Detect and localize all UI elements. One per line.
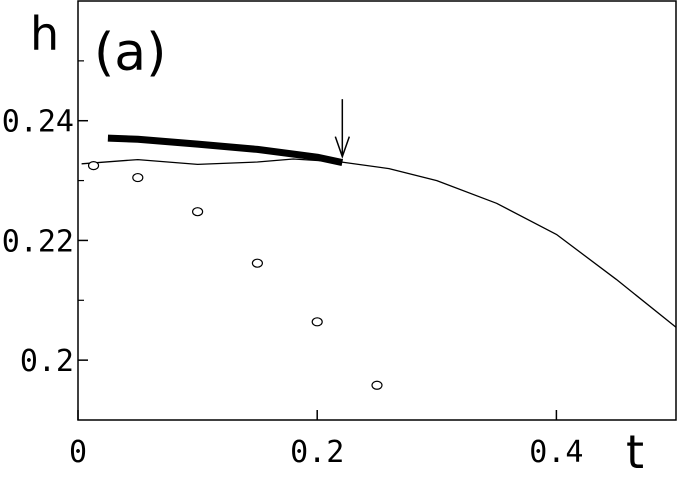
x-tick-label: 0.4 bbox=[529, 435, 583, 470]
data-point-circle bbox=[311, 317, 323, 327]
thin-series-line bbox=[81, 158, 677, 328]
y-tick-label: 0.24 bbox=[2, 105, 74, 140]
data-point-circle bbox=[132, 172, 144, 183]
x-tick-label: 0 bbox=[69, 435, 87, 470]
series bbox=[81, 134, 677, 390]
y-axis-label: h bbox=[30, 7, 59, 61]
data-point-circle bbox=[87, 161, 100, 171]
x-tick-label: 0.2 bbox=[290, 435, 344, 470]
plot-frame bbox=[77, 0, 677, 421]
panel-label: (a) bbox=[94, 23, 166, 83]
data-point-circle bbox=[251, 258, 263, 268]
thick-series-line bbox=[107, 134, 344, 167]
arrow-head bbox=[334, 136, 351, 159]
ticks bbox=[77, 60, 558, 420]
data-point-circle bbox=[192, 207, 204, 217]
x-axis-label: t bbox=[626, 425, 644, 478]
annotations bbox=[334, 99, 351, 159]
tick-labels: 0.2 0.22 0.24 0 0.2 0.4 bbox=[2, 105, 584, 470]
data-point-circle bbox=[371, 380, 383, 390]
y-tick-label: 0.2 bbox=[20, 344, 74, 379]
y-tick-label: 0.22 bbox=[2, 224, 74, 259]
